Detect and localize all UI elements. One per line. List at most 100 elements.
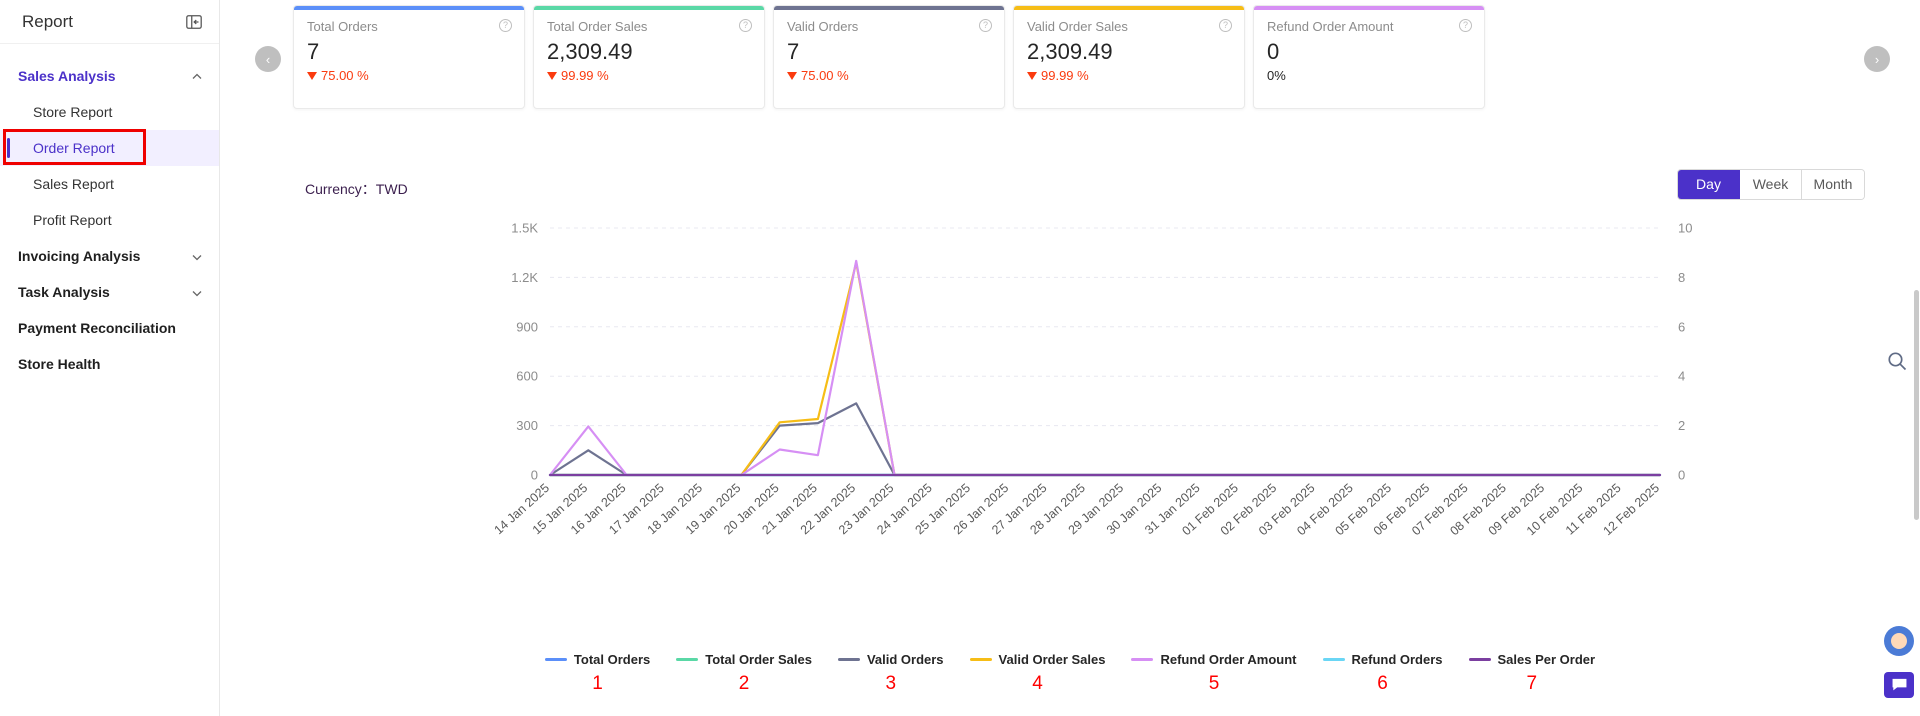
currency-label: Currency：TWD <box>305 179 408 199</box>
search-icon[interactable] <box>1886 350 1908 372</box>
legend-label: Refund Order Amount <box>1160 652 1297 667</box>
help-icon[interactable]: ? <box>499 19 512 32</box>
carousel-prev-button[interactable]: ‹ <box>255 46 281 72</box>
annotation-number: 5 <box>1208 673 1220 694</box>
kpi-card-refund-order-amount[interactable]: Refund Order Amount ? 0 0% <box>1253 5 1485 109</box>
legend-color-swatch <box>676 658 699 661</box>
chevron-right-icon: › <box>1874 51 1880 67</box>
kpi-title: Total Orders <box>307 19 378 34</box>
sidebar-header: Report <box>0 0 219 44</box>
kpi-delta: 99.99 % <box>547 68 751 83</box>
chat-support-button[interactable] <box>1884 672 1914 698</box>
help-icon[interactable]: ? <box>739 19 752 32</box>
kpi-accent-bar <box>774 6 1004 10</box>
kpi-body: Total Orders ? 7 75.00 % <box>294 10 524 83</box>
y-tick-left: 1.5K <box>511 221 538 236</box>
kpi-title: Valid Order Sales <box>1027 19 1128 34</box>
y-tick-right: 0 <box>1678 468 1685 483</box>
kpi-accent-bar <box>1254 6 1484 10</box>
kpi-accent-bar <box>534 6 764 10</box>
series-line-valid-order-sales <box>548 261 1662 477</box>
kpi-title: Refund Order Amount <box>1267 19 1394 34</box>
sidebar-group-label: Task Analysis <box>18 284 110 300</box>
sidebar-nav: Sales Analysis Store Report Order Report… <box>0 44 219 382</box>
legend-item-total-order-sales[interactable]: Total Order Sales 2 <box>676 652 812 695</box>
chat-bubble-icon <box>1892 678 1906 691</box>
chart-legend: Total Orders 1 Total Order Sales 2 Valid Ord… <box>220 652 1920 695</box>
legend-label: Total Orders <box>573 652 651 667</box>
triangle-down-icon <box>547 71 557 80</box>
legend-item-valid-order-sales[interactable]: Valid Order Sales 4 <box>969 652 1106 695</box>
carousel-next-button[interactable]: › <box>1864 46 1890 72</box>
sidebar-item-profit-report[interactable]: Profit Report <box>0 202 219 238</box>
legend-item-total-orders[interactable]: Total Orders 1 <box>544 652 651 695</box>
kpi-accent-bar <box>1014 6 1244 10</box>
collapse-panel-icon[interactable] <box>185 13 203 31</box>
kpi-card-total-orders[interactable]: Total Orders ? 7 75.00 % <box>293 5 525 109</box>
range-button-month[interactable]: Month <box>1802 170 1864 199</box>
kpi-delta-value: 99.99 % <box>1041 68 1089 83</box>
legend-item-refund-orders[interactable]: Refund Orders 6 <box>1322 652 1443 695</box>
sidebar-group-payment-reconciliation[interactable]: Payment Reconciliation <box>0 310 219 346</box>
chart-y-axis-left-labels: 0 300 600 900 1.2K 1.5K <box>511 221 538 483</box>
sidebar-item-label: Order Report <box>33 140 115 156</box>
kpi-value: 7 <box>787 39 800 64</box>
kpi-body: Valid Orders ? 7 75.00 % <box>774 10 1004 83</box>
y-tick-right: 4 <box>1678 369 1685 384</box>
user-avatar[interactable] <box>1884 626 1914 656</box>
y-tick-right: 10 <box>1678 221 1692 236</box>
scrollbar-thumb[interactable] <box>1914 290 1919 520</box>
triangle-down-icon <box>1027 71 1037 80</box>
legend-color-swatch <box>1468 658 1491 661</box>
triangle-down-icon <box>307 71 317 80</box>
legend-row: Refund Order Amount <box>1131 652 1297 667</box>
help-icon[interactable]: ? <box>1219 19 1232 32</box>
y-tick-right: 8 <box>1678 270 1685 285</box>
y-tick-left: 1.2K <box>511 270 538 285</box>
range-button-day[interactable]: Day <box>1678 170 1740 199</box>
currency-value: TWD <box>375 181 408 197</box>
sidebar-group-invoicing-analysis[interactable]: Invoicing Analysis <box>0 238 219 274</box>
legend-row: Refund Orders <box>1322 652 1443 667</box>
sidebar-item-order-report[interactable]: Order Report <box>0 130 219 166</box>
help-icon[interactable]: ? <box>979 19 992 32</box>
kpi-card-valid-orders[interactable]: Valid Orders ? 7 75.00 % <box>773 5 1005 109</box>
kpi-delta-value: 0% <box>1267 68 1286 83</box>
sidebar-group-label: Payment Reconciliation <box>18 320 176 336</box>
sidebar-group-label: Invoicing Analysis <box>18 248 141 264</box>
legend-label: Valid Order Sales <box>998 652 1106 667</box>
currency-label-text: Currency： <box>305 181 376 197</box>
legend-color-swatch <box>1131 658 1154 661</box>
range-button-week[interactable]: Week <box>1740 170 1802 199</box>
legend-row: Total Orders <box>544 652 651 667</box>
legend-item-refund-order-amount[interactable]: Refund Order Amount 5 <box>1131 652 1297 695</box>
legend-label: Total Order Sales <box>705 652 812 667</box>
sidebar-item-sales-report[interactable]: Sales Report <box>0 166 219 202</box>
help-icon[interactable]: ? <box>1459 19 1472 32</box>
legend-color-swatch <box>1322 658 1345 661</box>
sidebar-item-store-report[interactable]: Store Report <box>0 94 219 130</box>
sidebar-group-store-health[interactable]: Store Health <box>0 346 219 382</box>
kpi-delta: 75.00 % <box>787 68 991 83</box>
sidebar-group-task-analysis[interactable]: Task Analysis <box>0 274 219 310</box>
kpi-value: 2,309.49 <box>547 39 633 64</box>
kpi-value: 0 <box>1267 39 1280 64</box>
annotation-number: 4 <box>1032 673 1043 694</box>
kpi-body: Total Order Sales ? 2,309.49 99.99 % <box>534 10 764 83</box>
legend-row: Sales Per Order <box>1468 652 1595 667</box>
kpi-card-total-order-sales[interactable]: Total Order Sales ? 2,309.49 99.99 % <box>533 5 765 109</box>
page-title: Report <box>22 11 74 31</box>
legend-item-valid-orders[interactable]: Valid Orders 3 <box>837 652 944 695</box>
legend-item-sales-per-order[interactable]: Sales Per Order 7 <box>1468 652 1595 695</box>
scrollbar-track[interactable] <box>1913 140 1920 570</box>
series-line-refund-order-amount <box>548 259 1662 477</box>
annotation-number: 2 <box>738 673 750 694</box>
sidebar-group-label: Store Health <box>18 356 101 372</box>
kpi-delta: 0% <box>1267 68 1471 83</box>
chart-y-axis-right-labels: 0 2 4 6 8 10 <box>1678 221 1692 483</box>
kpi-body: Valid Order Sales ? 2,309.49 99.99 % <box>1014 10 1244 83</box>
sidebar-group-sales-analysis[interactable]: Sales Analysis <box>0 58 219 94</box>
kpi-card-valid-order-sales[interactable]: Valid Order Sales ? 2,309.49 99.99 % <box>1013 5 1245 109</box>
kpi-delta: 99.99 % <box>1027 68 1231 83</box>
